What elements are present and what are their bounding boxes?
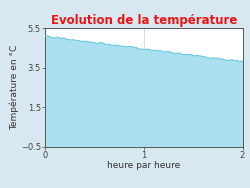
Y-axis label: Température en °C: Température en °C bbox=[10, 45, 19, 130]
X-axis label: heure par heure: heure par heure bbox=[107, 161, 180, 170]
Title: Evolution de la température: Evolution de la température bbox=[50, 14, 237, 27]
